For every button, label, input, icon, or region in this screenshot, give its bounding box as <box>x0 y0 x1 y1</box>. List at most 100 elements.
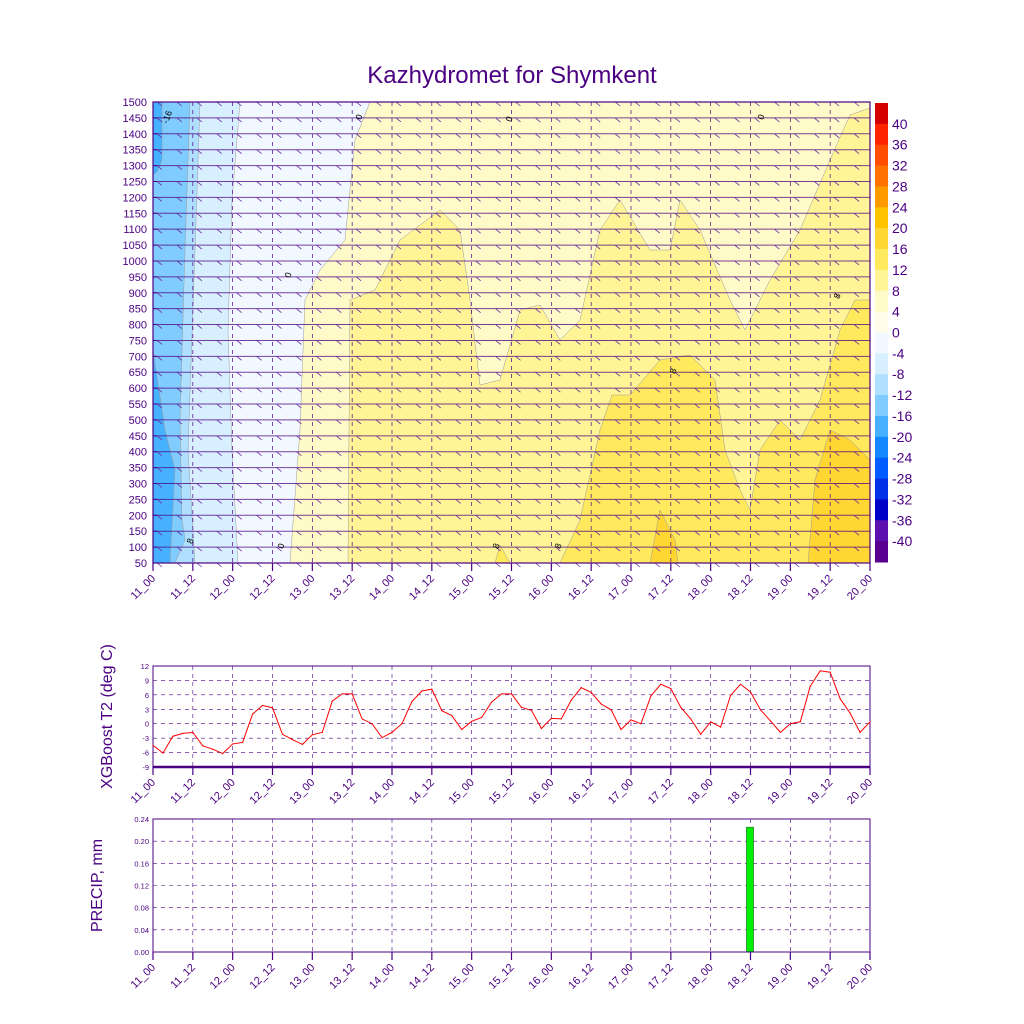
y-tick-label: 0.04 <box>134 926 149 935</box>
wind-barb-flag <box>395 562 402 568</box>
wind-barb-flag <box>714 419 720 425</box>
wind-barb-flag <box>176 371 183 377</box>
wind-barb-flag <box>415 165 422 170</box>
wind-barb-flag <box>435 276 442 282</box>
wind-barb-flag <box>256 276 262 282</box>
wind-barb-flag <box>495 228 501 234</box>
wind-barb-flag <box>256 514 262 520</box>
wind-barb-flag <box>535 308 541 313</box>
wind-barb-flag <box>316 260 322 266</box>
wind-barb-flag <box>395 435 402 441</box>
wind-barb-flag <box>276 514 282 520</box>
wind-barb-flag <box>455 356 461 361</box>
wind-barb-flag <box>634 371 641 377</box>
wind-barb-flag <box>714 292 720 298</box>
wind-barb-flag <box>535 260 541 266</box>
wind-barb-flag <box>156 197 163 202</box>
wind-barb-flag <box>495 530 501 536</box>
wind-barb-flag <box>614 244 621 250</box>
wind-barb-flag <box>555 133 561 139</box>
wind-barb-flag <box>395 165 402 170</box>
wind-barb-flag <box>853 212 860 218</box>
wind-barb-flag <box>435 562 442 568</box>
wind-barb-flag <box>555 292 561 298</box>
wind-barb-flag <box>316 324 322 329</box>
wind-barb-flag <box>614 451 621 457</box>
wind-barb-flag <box>814 276 820 282</box>
wind-barb-flag <box>236 101 242 107</box>
wind-barb-flag <box>475 308 481 313</box>
wind-barb-flag <box>435 387 442 393</box>
wind-barb-flag <box>654 530 661 536</box>
wind-barb-flag <box>216 483 222 488</box>
wind-barb-flag <box>814 133 820 139</box>
wind-barb-flag <box>276 403 282 409</box>
wind-barb-flag <box>495 101 501 107</box>
wind-barb-flag <box>495 403 501 409</box>
wind-barb-flag <box>714 244 720 250</box>
wind-barb-flag <box>794 149 800 155</box>
wind-barb-flag <box>734 244 740 250</box>
wind-barb-flag <box>495 133 501 139</box>
x-tick-label: 19_00 <box>765 573 795 603</box>
wind-barb-flag <box>375 101 382 107</box>
wind-barb-flag <box>236 387 242 393</box>
wind-barb-flag <box>196 514 203 520</box>
wind-barb-flag <box>734 292 740 298</box>
wind-barb-flag <box>853 435 860 441</box>
wind-barb-flag <box>336 133 342 139</box>
wind-barb-flag <box>316 514 322 520</box>
t2-data-point <box>570 699 572 701</box>
wind-barb-flag <box>475 181 481 186</box>
wind-barb-flag <box>296 212 302 218</box>
wind-barb-flag <box>336 324 342 329</box>
wind-barb-flag <box>754 117 760 123</box>
wind-barb-flag <box>714 276 720 282</box>
wind-barb-flag <box>355 340 362 345</box>
t2-data-point <box>550 717 552 720</box>
wind-barb-flag <box>176 499 183 504</box>
wind-barb-flag <box>495 483 501 488</box>
wind-barb-flag <box>216 403 222 409</box>
wind-barb-flag <box>814 419 820 425</box>
wind-barb-flag <box>276 212 282 218</box>
wind-barb-flag <box>714 499 720 504</box>
wind-barb-flag <box>415 260 422 266</box>
wind-barb-flag <box>196 165 203 170</box>
wind-barb-flag <box>734 324 740 329</box>
wind-barb-flag <box>575 212 581 218</box>
wind-barb-flag <box>375 562 382 568</box>
wind-barb-flag <box>794 133 800 139</box>
wind-barb-flag <box>833 149 840 155</box>
x-tick-label: 17_12 <box>646 962 676 992</box>
wind-barb-flag <box>156 530 163 536</box>
wind-barb-flag <box>316 181 322 186</box>
wind-barb-flag <box>814 499 820 504</box>
wind-barb-flag <box>156 244 163 250</box>
wind-barb-flag <box>455 467 461 472</box>
wind-barb-flag <box>515 499 521 504</box>
wind-barb-flag <box>375 499 382 504</box>
wind-barb-flag <box>395 340 402 345</box>
t2-data-point <box>729 694 732 696</box>
y-tick-label: 50 <box>135 558 147 570</box>
y-tick-label: 750 <box>129 335 147 347</box>
wind-barb-flag <box>395 387 402 393</box>
wind-barb-flag <box>634 260 641 266</box>
wind-barb-flag <box>176 165 183 170</box>
wind-barb-flag <box>355 499 362 504</box>
colorbar-swatch <box>875 478 888 500</box>
wind-barb-flag <box>814 228 820 234</box>
wind-barb-flag <box>415 292 422 298</box>
x-tick-label: 20_00 <box>845 573 875 603</box>
wind-barb-flag <box>296 435 302 441</box>
wind-barb-flag <box>853 562 860 568</box>
t2-data-point <box>520 706 523 708</box>
wind-barb-flag <box>475 149 481 155</box>
wind-barb-flag <box>654 562 661 568</box>
wind-barb-flag <box>794 340 800 345</box>
x-tick-label: 14_00 <box>367 777 397 807</box>
wind-barb-flag <box>475 371 481 377</box>
wind-barb-flag <box>355 308 362 313</box>
colorbar-swatch <box>875 395 888 417</box>
